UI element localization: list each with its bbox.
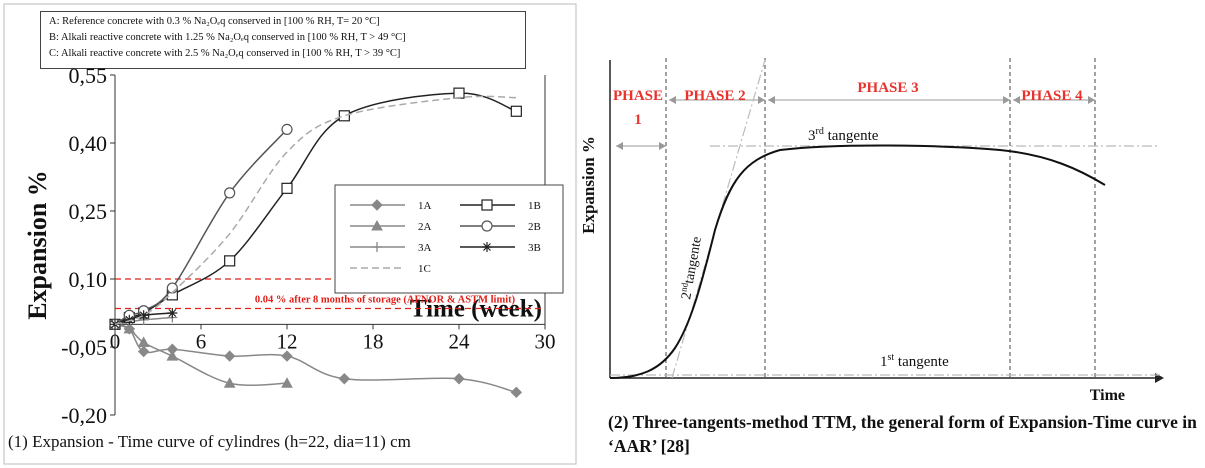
legend-label-3a: 3A xyxy=(418,242,432,254)
phase3-arrow-head-left xyxy=(768,96,775,104)
legend-label-1b: 1B xyxy=(528,200,541,212)
data-point-3b xyxy=(124,315,134,325)
y-tick-label: -0,05 xyxy=(61,335,107,360)
data-point-1b xyxy=(282,183,292,193)
phase2-arrow-head-left xyxy=(669,96,676,104)
y-tick-label: -0,20 xyxy=(61,403,107,428)
legend-label-2a: 2A xyxy=(418,221,432,233)
x-tick-label: 18 xyxy=(363,329,384,353)
first-tangent-label-num: 1 xyxy=(880,354,888,370)
data-point-1b xyxy=(225,256,235,266)
data-point-1a xyxy=(339,374,349,384)
phase4-label: PHASE 4 xyxy=(1021,88,1083,104)
phase1-label-a: PHASE xyxy=(613,88,663,104)
legend-label-3b: 3B xyxy=(528,242,541,254)
data-point-1a xyxy=(511,387,521,397)
phase4-arrow-head-right xyxy=(1088,96,1095,104)
x-axis-label: Time xyxy=(1090,387,1125,404)
phase3-arrow-head-right xyxy=(1003,96,1010,104)
ttm-schematic-chart: Expansion % Time PHASE 1 PHASE 2 PHASE 3 PHASE… xyxy=(580,0,1205,468)
legend-marker-1b xyxy=(482,200,492,210)
y-axis-label: Expansion % xyxy=(23,170,52,320)
expansion-time-chart: 0,55 0,40 0,25 0,10 -0,05 -0,20 0 6 12 18 24 30 Expa… xyxy=(0,0,580,468)
data-point-1b xyxy=(511,106,521,116)
x-tick-label: 24 xyxy=(449,329,471,353)
data-point-2b xyxy=(167,283,177,293)
first-tangent-label-text: tangente xyxy=(894,354,949,370)
second-tangent-label: 2ndtangente xyxy=(677,235,705,300)
legend-label-1c: 1C xyxy=(418,263,431,275)
caption-right: (2) Three-tangents-method TTM, the gener… xyxy=(608,410,1198,458)
y-tick-label: 0,40 xyxy=(69,131,108,156)
data-point-3b xyxy=(139,310,149,320)
data-point-2b xyxy=(282,124,292,134)
third-tangent-label-num: 3 xyxy=(808,128,816,144)
data-point-2b xyxy=(225,188,235,198)
data-point-2a xyxy=(167,351,177,360)
y-axis-label: Expansion % xyxy=(580,136,598,234)
data-point-1b xyxy=(454,88,464,98)
first-tangent-label: 1st tangente xyxy=(880,352,949,370)
x-tick-label: 6 xyxy=(196,329,207,353)
data-point-1a xyxy=(225,351,235,361)
legend-marker-3b xyxy=(482,242,492,252)
x-tick-label: 30 xyxy=(535,329,556,353)
legend-marker-2b xyxy=(482,221,492,231)
phase1-arrow-head-right xyxy=(659,142,666,150)
data-point-3b xyxy=(167,308,177,318)
third-tangent-label: 3rd tangente xyxy=(808,126,879,144)
third-tangent-label-sup: rd xyxy=(816,126,824,137)
phase2-label: PHASE 2 xyxy=(684,88,745,104)
phase1-label-b: 1 xyxy=(634,112,642,128)
phase2-arrow-head-right xyxy=(758,96,765,104)
phase1-arrow-head-left xyxy=(616,142,623,150)
x-tick-label: 12 xyxy=(277,329,298,353)
chart-left-panel: A: Reference concrete with 0.3 % Na₂Oₑq … xyxy=(0,0,580,468)
chart-right-panel: Expansion % Time PHASE 1 PHASE 2 PHASE 3 PHASE… xyxy=(580,0,1205,468)
phase4-arrow-head-left xyxy=(1013,96,1020,104)
y-tick-label: 0,10 xyxy=(69,267,108,292)
legend-label-1a: 1A xyxy=(418,200,432,212)
x-tick-label: 0 xyxy=(110,329,121,353)
legend: 1A 2A 3A 1B 2B 3B 1C xyxy=(335,185,563,293)
y-tick-label: 0,55 xyxy=(69,63,108,88)
expansion-curve xyxy=(610,145,1105,378)
data-point-1b xyxy=(339,111,349,121)
third-tangent-label-text: tangente xyxy=(824,128,879,144)
caption-left: (1) Expansion - Time curve of cylindres … xyxy=(8,432,411,452)
phase3-label: PHASE 3 xyxy=(857,80,918,96)
reference-line-label: 0.04 % after 8 months of storage (AFNOR … xyxy=(255,294,516,305)
data-point-1a xyxy=(454,374,464,384)
y-tick-label: 0,25 xyxy=(69,199,108,224)
legend-label-2b: 2B xyxy=(528,221,541,233)
